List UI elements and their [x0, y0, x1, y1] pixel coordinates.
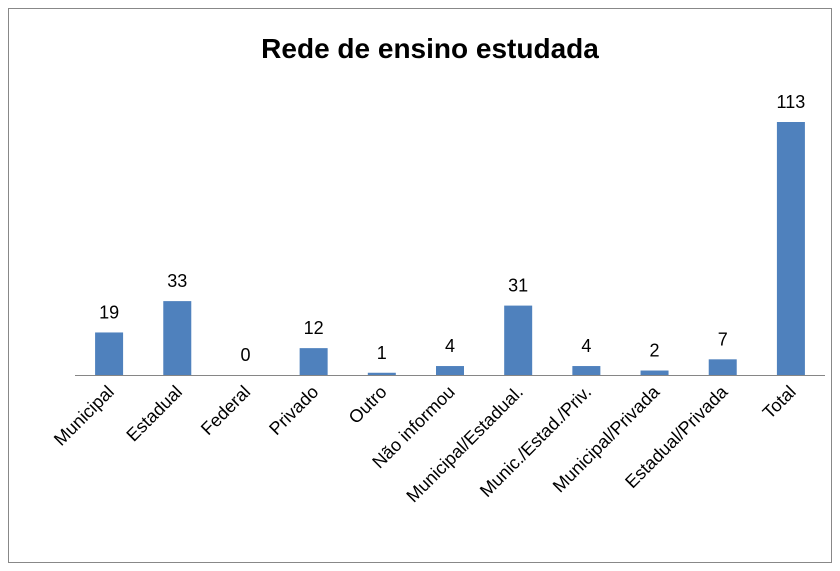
data-label: 4: [445, 336, 455, 356]
bar: [708, 359, 737, 375]
bar: [367, 372, 396, 375]
data-label: 33: [167, 271, 187, 291]
data-label: 113: [777, 92, 806, 112]
data-label: 7: [718, 329, 728, 349]
data-label: 4: [581, 336, 591, 356]
bar: [572, 366, 601, 375]
chart-title: Rede de ensino estudada: [261, 33, 599, 64]
bar: [95, 332, 124, 375]
data-label: 12: [304, 318, 324, 338]
bar: [299, 348, 328, 375]
data-label: 19: [99, 302, 119, 322]
data-label: 1: [377, 343, 387, 363]
chart-frame: [8, 8, 832, 563]
bar: [163, 301, 192, 375]
data-label: 2: [650, 341, 660, 361]
bar: [504, 305, 533, 375]
bar: [640, 370, 669, 375]
bar: [436, 366, 464, 375]
data-label: 31: [508, 276, 528, 296]
bar: [776, 122, 805, 375]
data-label: 0: [240, 345, 250, 365]
